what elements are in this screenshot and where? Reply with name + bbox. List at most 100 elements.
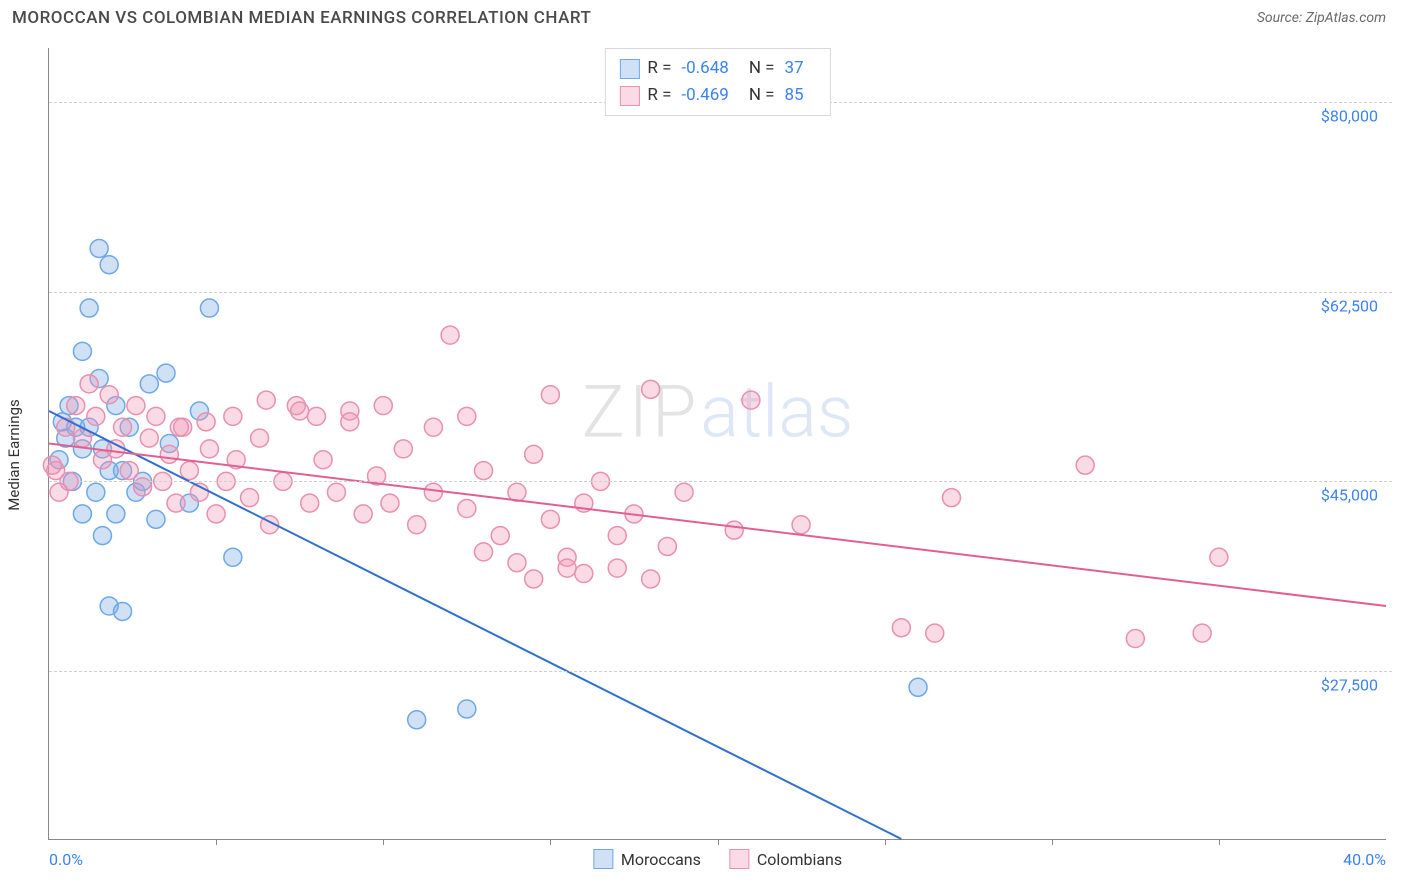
y-axis-label: Median Earnings xyxy=(5,399,23,510)
data-point xyxy=(1193,624,1211,642)
legend-label-moroccans: Moroccans xyxy=(621,850,701,869)
data-point xyxy=(200,440,218,458)
data-point xyxy=(291,402,309,420)
data-point xyxy=(251,429,269,447)
data-point xyxy=(892,619,910,637)
data-point xyxy=(525,445,543,463)
chart-plot-area: ZIPatlas $27,500$45,000$62,500$80,000 0.… xyxy=(48,48,1386,840)
data-point xyxy=(80,299,98,317)
x-tick xyxy=(216,839,217,845)
x-axis-max-label: 40.0% xyxy=(1343,850,1386,869)
data-point xyxy=(80,375,98,393)
data-point xyxy=(50,483,68,501)
data-point xyxy=(301,494,319,512)
data-point xyxy=(575,565,593,583)
data-point xyxy=(114,602,132,620)
data-point xyxy=(374,397,392,415)
data-point xyxy=(742,391,760,409)
data-point xyxy=(307,407,325,425)
data-point xyxy=(167,494,185,512)
data-point xyxy=(926,624,944,642)
legend-item-colombians: Colombians xyxy=(729,849,842,869)
data-point xyxy=(525,570,543,588)
data-point xyxy=(241,489,259,507)
data-point xyxy=(1210,548,1228,566)
data-point xyxy=(381,494,399,512)
data-point xyxy=(642,380,660,398)
x-axis-min-label: 0.0% xyxy=(49,850,83,869)
data-point xyxy=(608,527,626,545)
data-point xyxy=(475,462,493,480)
data-point xyxy=(87,407,105,425)
data-point xyxy=(909,678,927,696)
data-point xyxy=(197,413,215,431)
data-point xyxy=(475,543,493,561)
data-point xyxy=(160,445,178,463)
data-point xyxy=(675,483,693,501)
scatter-svg xyxy=(49,48,1386,839)
data-point xyxy=(207,505,225,523)
data-point xyxy=(140,375,158,393)
gridline xyxy=(49,481,1392,482)
data-point xyxy=(441,326,459,344)
data-point xyxy=(408,516,426,534)
data-point xyxy=(114,418,132,436)
data-point xyxy=(725,521,743,539)
source-attribution: Source: ZipAtlas.com xyxy=(1257,10,1386,26)
data-point xyxy=(408,711,426,729)
x-tick xyxy=(550,839,551,845)
y-tick-label: $27,500 xyxy=(1321,676,1378,695)
data-point xyxy=(43,456,61,474)
n-label: N = xyxy=(749,55,775,82)
data-point xyxy=(424,418,442,436)
data-point xyxy=(491,527,509,545)
data-point xyxy=(120,462,138,480)
data-point xyxy=(541,510,559,528)
correlation-legend: R = -0.648 N = 37 R = -0.469 N = 85 xyxy=(604,48,830,116)
data-point xyxy=(458,500,476,518)
series-legend: Moroccans Colombians xyxy=(593,849,842,869)
data-point xyxy=(942,489,960,507)
data-point xyxy=(57,418,75,436)
data-point xyxy=(147,510,165,528)
r-value-moroccans: -0.648 xyxy=(681,55,728,82)
data-point xyxy=(394,440,412,458)
r-label: R = xyxy=(647,82,671,109)
swatch-colombians xyxy=(729,849,749,869)
r-label: R = xyxy=(647,55,671,82)
data-point xyxy=(170,418,188,436)
legend-label-colombians: Colombians xyxy=(757,850,842,869)
legend-item-moroccans: Moroccans xyxy=(593,849,701,869)
data-point xyxy=(458,700,476,718)
data-point xyxy=(642,570,660,588)
data-point xyxy=(354,505,372,523)
y-tick-label: $45,000 xyxy=(1321,486,1378,505)
x-tick xyxy=(1052,839,1053,845)
data-point xyxy=(1076,456,1094,474)
gridline xyxy=(49,292,1392,293)
data-point xyxy=(327,483,345,501)
data-point xyxy=(107,505,125,523)
r-value-colombians: -0.469 xyxy=(681,82,728,109)
chart-title: MOROCCAN VS COLOMBIAN MEDIAN EARNINGS CO… xyxy=(12,8,591,28)
data-point xyxy=(140,429,158,447)
data-point xyxy=(257,391,275,409)
data-point xyxy=(100,386,118,404)
data-point xyxy=(508,554,526,572)
data-point xyxy=(93,527,111,545)
y-tick-label: $80,000 xyxy=(1321,107,1378,126)
swatch-moroccans xyxy=(593,849,613,869)
data-point xyxy=(541,386,559,404)
data-point xyxy=(341,413,359,431)
data-point xyxy=(792,516,810,534)
data-point xyxy=(224,548,242,566)
data-point xyxy=(73,505,91,523)
data-point xyxy=(67,397,85,415)
data-point xyxy=(558,559,576,577)
data-point xyxy=(157,364,175,382)
gridline xyxy=(49,671,1392,672)
data-point xyxy=(100,256,118,274)
x-tick xyxy=(1219,839,1220,845)
data-point xyxy=(147,407,165,425)
n-label: N = xyxy=(749,82,775,109)
